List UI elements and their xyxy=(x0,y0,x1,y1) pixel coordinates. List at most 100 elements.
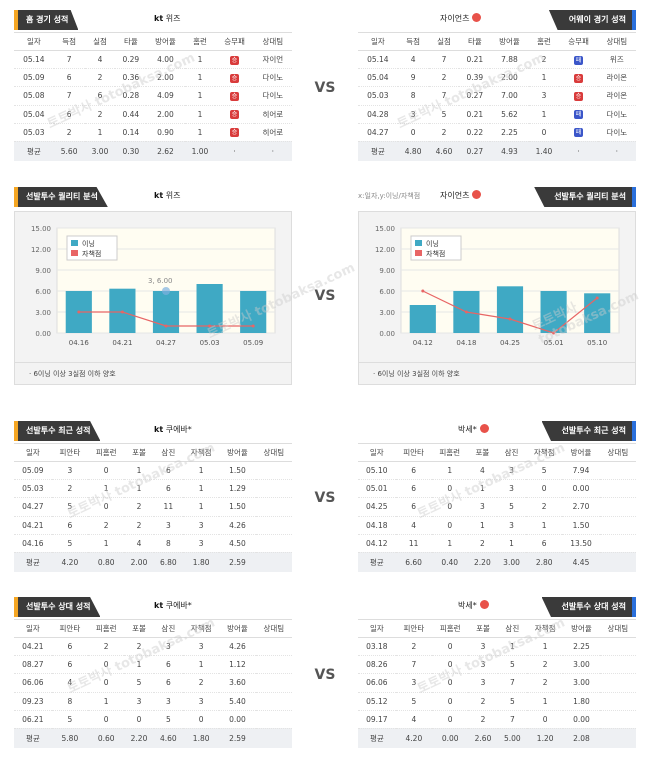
table-cell xyxy=(599,728,636,749)
table-cell: 평균 xyxy=(358,552,396,573)
table-cell: 3 xyxy=(467,497,497,517)
table-cell: 6.60 xyxy=(395,552,432,573)
table-cell xyxy=(255,637,292,657)
column-header: 방어율 xyxy=(490,32,529,51)
table-cell: 4.20 xyxy=(395,728,433,749)
quality-left-note-text: 6이닝 이상 3실점 이하 양호 xyxy=(33,370,116,378)
table-cell: 1 xyxy=(467,479,497,499)
bar-innings xyxy=(496,286,524,333)
table-cell: 승 xyxy=(215,68,254,88)
table-cell: 0 xyxy=(431,497,468,517)
table-header-row: 일자 피안타 피홈런 포볼 삼진 자책점 방어율 상대팀 xyxy=(14,443,292,462)
column-header: 포볼 xyxy=(124,619,154,638)
table-cell: 0.29 xyxy=(115,50,147,70)
table-row: 04.28 3 5 0.21 5.62 1 패 다이노 xyxy=(358,105,636,124)
table-cell: 7 xyxy=(497,673,527,693)
bar-innings xyxy=(584,293,611,333)
table-cell: 2 xyxy=(428,123,460,142)
result-badge: 패 xyxy=(574,128,584,138)
table-cell: 0 xyxy=(124,710,154,729)
x-tick-label: 04.18 xyxy=(456,339,476,347)
table-cell: 06.06 xyxy=(14,673,52,693)
pitcher-vs-left-name: 쿠에바* xyxy=(165,601,192,610)
column-header: 실점 xyxy=(84,32,116,51)
table-cell xyxy=(255,673,292,693)
table-cell: 2 xyxy=(395,637,433,657)
point-earned-runs xyxy=(77,310,81,314)
table-cell: 히어로 xyxy=(253,105,292,124)
table-cell: 3.00 xyxy=(84,141,116,162)
table-cell: 라이온 xyxy=(597,68,636,88)
table-cell: 평균 xyxy=(14,552,52,573)
column-header: 삼진 xyxy=(153,443,183,462)
highlight-point xyxy=(162,287,170,295)
table-cell: 2.59 xyxy=(219,552,256,573)
column-header: 포볼 xyxy=(468,619,498,638)
table-cell: 6 xyxy=(53,68,85,88)
table-cell: 3.00 xyxy=(563,673,600,693)
column-header: 방어율 xyxy=(146,32,185,51)
column-header: 피안타 xyxy=(51,619,89,638)
pitcher-vs-left-header: 선발투수 상대 성적 kt 쿠에바* xyxy=(14,597,292,617)
point-earned-runs xyxy=(251,324,255,328)
table-cell: 2 xyxy=(182,673,220,693)
y-tick-label: 3.00 xyxy=(35,309,51,317)
table-cell: 1 xyxy=(124,655,154,675)
table-average-row: 평균 6.60 0.40 2.20 3.00 2.80 4.45 xyxy=(358,552,636,573)
column-header: 상대팀 xyxy=(255,443,292,462)
table-cell: 6 xyxy=(395,461,432,481)
pitcher-recent-right-tab: 선발투수 최근 성적 xyxy=(541,421,636,441)
table-cell: 5 xyxy=(51,497,89,517)
table-cell: 1 xyxy=(467,516,497,535)
table-cell: 05.10 xyxy=(358,461,396,481)
table-cell: 05.14 xyxy=(358,50,398,70)
pitcher-right-name: 박세* xyxy=(458,425,477,434)
table-cell: 8 xyxy=(153,534,183,553)
table-cell: 6 xyxy=(153,479,183,499)
table-cell: 4.26 xyxy=(219,516,256,535)
table-cell: 1 xyxy=(88,479,125,499)
table-cell: 08.27 xyxy=(14,655,52,675)
table-cell: 3 xyxy=(51,461,89,481)
table-cell xyxy=(599,692,636,711)
legend-label-innings: 이닝 xyxy=(426,239,439,248)
table-cell xyxy=(255,479,292,499)
point-earned-runs xyxy=(464,310,468,314)
y-tick-label: 3.00 xyxy=(379,309,395,317)
table-row: 05.09 3 0 1 6 1 1.50 xyxy=(14,461,292,481)
column-header: 일자 xyxy=(14,443,52,462)
quality-right-note-text: 6이닝 이상 3실점 이하 양호 xyxy=(377,370,460,378)
result-badge: 승 xyxy=(574,91,584,101)
table-cell: 1.20 xyxy=(526,728,564,749)
column-header: 방어율 xyxy=(219,443,256,462)
quality-right-note: · 6이닝 이상 3실점 이하 양호 xyxy=(358,363,636,385)
home-team-label: kt 위즈 xyxy=(154,10,180,28)
home-recent-tab: 홈 경기 성적 xyxy=(14,10,79,30)
table-cell: 2 xyxy=(528,50,560,70)
table-row: 04.27 5 0 2 11 1 1.50 xyxy=(14,497,292,517)
vs-label-4: VS xyxy=(314,667,336,683)
table-cell: 승 xyxy=(559,86,598,106)
table-cell: 04.18 xyxy=(358,516,396,535)
table-cell: 5 xyxy=(51,710,89,729)
home-team-name: 위즈 xyxy=(165,14,181,23)
table-cell: 승 xyxy=(559,68,598,88)
table-cell: 2 xyxy=(51,479,89,499)
table-cell: 0.60 xyxy=(88,728,125,749)
table-cell: 1 xyxy=(184,86,216,106)
table-cell: 4.00 xyxy=(146,50,185,70)
table-cell: 6 xyxy=(51,516,89,535)
table-cell xyxy=(255,497,292,517)
table-cell: 승 xyxy=(215,105,254,124)
table-cell: 3 xyxy=(395,673,433,693)
table-cell: 4.09 xyxy=(146,86,185,106)
table-row: 05.09 6 2 0.36 2.00 1 승 다이노 xyxy=(14,68,292,88)
table-cell: 라이온 xyxy=(597,86,636,106)
table-cell: 3 xyxy=(153,516,183,535)
table-average-row: 평균 5.80 0.60 2.20 4.60 1.80 2.59 xyxy=(14,728,292,749)
table-cell: 09.17 xyxy=(358,710,396,729)
x-tick-label: 05.01 xyxy=(544,339,564,347)
table-cell: 5.62 xyxy=(490,105,529,124)
table-cell: 4 xyxy=(395,516,432,535)
table-cell xyxy=(599,710,636,729)
